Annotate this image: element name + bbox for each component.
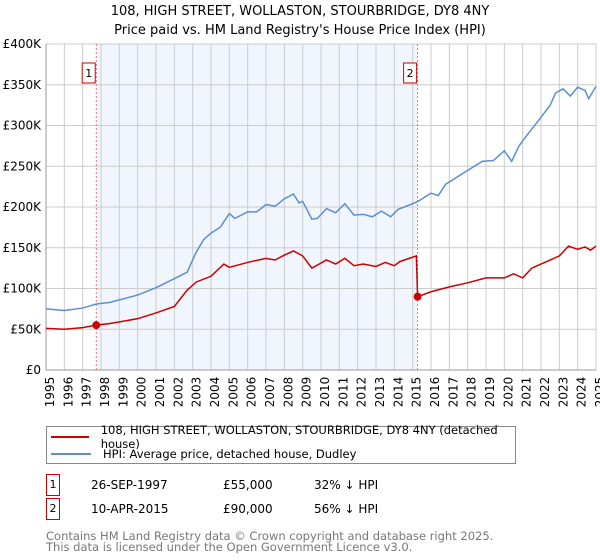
transaction-hpi: 32% ↓ HPI	[314, 478, 379, 492]
x-tick-label: 2018	[465, 377, 479, 408]
x-tick-label: 2015	[410, 377, 424, 408]
x-tick-label: 1997	[80, 377, 94, 408]
legend-label: 108, HIGH STREET, WOLLASTON, STOURBRIDGE…	[100, 423, 498, 451]
chart-title: 108, HIGH STREET, WOLLASTON, STOURBRIDGE…	[0, 2, 600, 40]
transaction-price: £90,000	[223, 502, 273, 516]
transaction-label: 1	[85, 67, 92, 80]
y-tick-label: £100K	[3, 282, 43, 296]
transaction-label-box	[403, 62, 418, 84]
x-tick-label: 2013	[373, 377, 387, 408]
x-tick-label: 2014	[391, 377, 405, 408]
legend-swatch-red	[51, 436, 89, 438]
x-tick-label: 2008	[281, 377, 295, 408]
y-tick-label: £300K	[3, 119, 43, 133]
transaction-label-box	[81, 62, 96, 84]
x-tick-label: 2020	[501, 377, 515, 408]
legend-item-property: 108, HIGH STREET, WOLLASTON, STOURBRIDGE…	[51, 423, 515, 451]
footer-line: This data is licensed under the Open Gov…	[46, 540, 413, 554]
title-line: 108, HIGH STREET, WOLLASTON, STOURBRIDGE…	[110, 4, 490, 19]
y-tick-label: £200K	[3, 200, 43, 214]
transaction-date: 10-APR-2015	[91, 502, 169, 516]
y-tick-label: £400K	[3, 37, 43, 51]
price-paid-line	[45, 245, 597, 331]
x-tick-label: 1995	[43, 377, 57, 408]
x-tick-label: 2000	[135, 377, 149, 408]
x-tick-label: 2017	[446, 377, 460, 408]
footer: Contains HM Land Registry data © Crown c…	[46, 529, 494, 554]
transaction-row: 1 26-SEP-1997 £55,000 32% ↓ HPI	[46, 474, 546, 496]
y-tick-label: £50K	[10, 322, 42, 336]
legend: 108, HIGH STREET, WOLLASTON, STOURBRIDGE…	[46, 423, 516, 464]
y-tick-label: £0	[26, 363, 41, 377]
x-tick-label: 2003	[190, 377, 204, 408]
x-tick-label: 2006	[245, 377, 259, 408]
transaction-date: 26-SEP-1997	[91, 478, 168, 492]
transaction-point	[413, 292, 422, 301]
y-tick-label: £150K	[3, 241, 43, 255]
x-tick-label: 2012	[355, 377, 369, 408]
x-tick-label: 1996	[61, 377, 75, 408]
x-tick-label: 1999	[116, 377, 130, 408]
transaction-point	[92, 321, 101, 330]
legend-swatch-blue	[51, 453, 91, 455]
subtitle-line: Price paid vs. HM Land Registry's House …	[114, 23, 486, 38]
transaction-marker: 1	[46, 474, 60, 496]
x-tick-label: 2002	[171, 377, 185, 408]
x-tick-label: 2025	[593, 377, 600, 408]
x-tick-label: 2019	[483, 377, 497, 408]
x-tick-label: 2001	[153, 377, 167, 408]
x-tick-label: 2011	[336, 377, 350, 408]
chart-plot: 1995 1996 1997 1998 1999 2000 2001 2002 2003 2004…	[3, 37, 600, 408]
x-tick-label: 2005	[226, 377, 240, 408]
x-tick-label: 2010	[318, 377, 332, 408]
legend-item-hpi: HPI: Average price, detached house, Dudl…	[51, 445, 356, 463]
transaction-hpi: 56% ↓ HPI	[314, 502, 379, 516]
x-tick-label: 2021	[520, 377, 534, 408]
x-tick-label: 2024	[575, 377, 589, 408]
transaction-price: £55,000	[223, 478, 273, 492]
y-tick-label: £350K	[3, 78, 43, 92]
transaction-label: 2	[407, 67, 414, 80]
x-tick-label: 1998	[98, 377, 112, 408]
transaction-row: 2 10-APR-2015 £90,000 56% ↓ HPI	[46, 498, 546, 520]
x-tick-label: 2022	[538, 377, 552, 408]
y-tick-label: £250K	[3, 159, 43, 173]
x-tick-label: 2016	[428, 377, 442, 408]
x-tick-label: 2009	[300, 377, 314, 408]
x-tick-label: 2004	[208, 377, 222, 408]
transaction-marker: 2	[46, 498, 60, 520]
x-tick-label: 2007	[263, 377, 277, 408]
footer-line: Contains HM Land Registry data © Crown c…	[46, 529, 494, 543]
hpi-line	[45, 85, 597, 312]
x-tick-label: 2023	[556, 377, 570, 408]
legend-label: HPI: Average price, detached house, Dudl…	[103, 447, 357, 461]
